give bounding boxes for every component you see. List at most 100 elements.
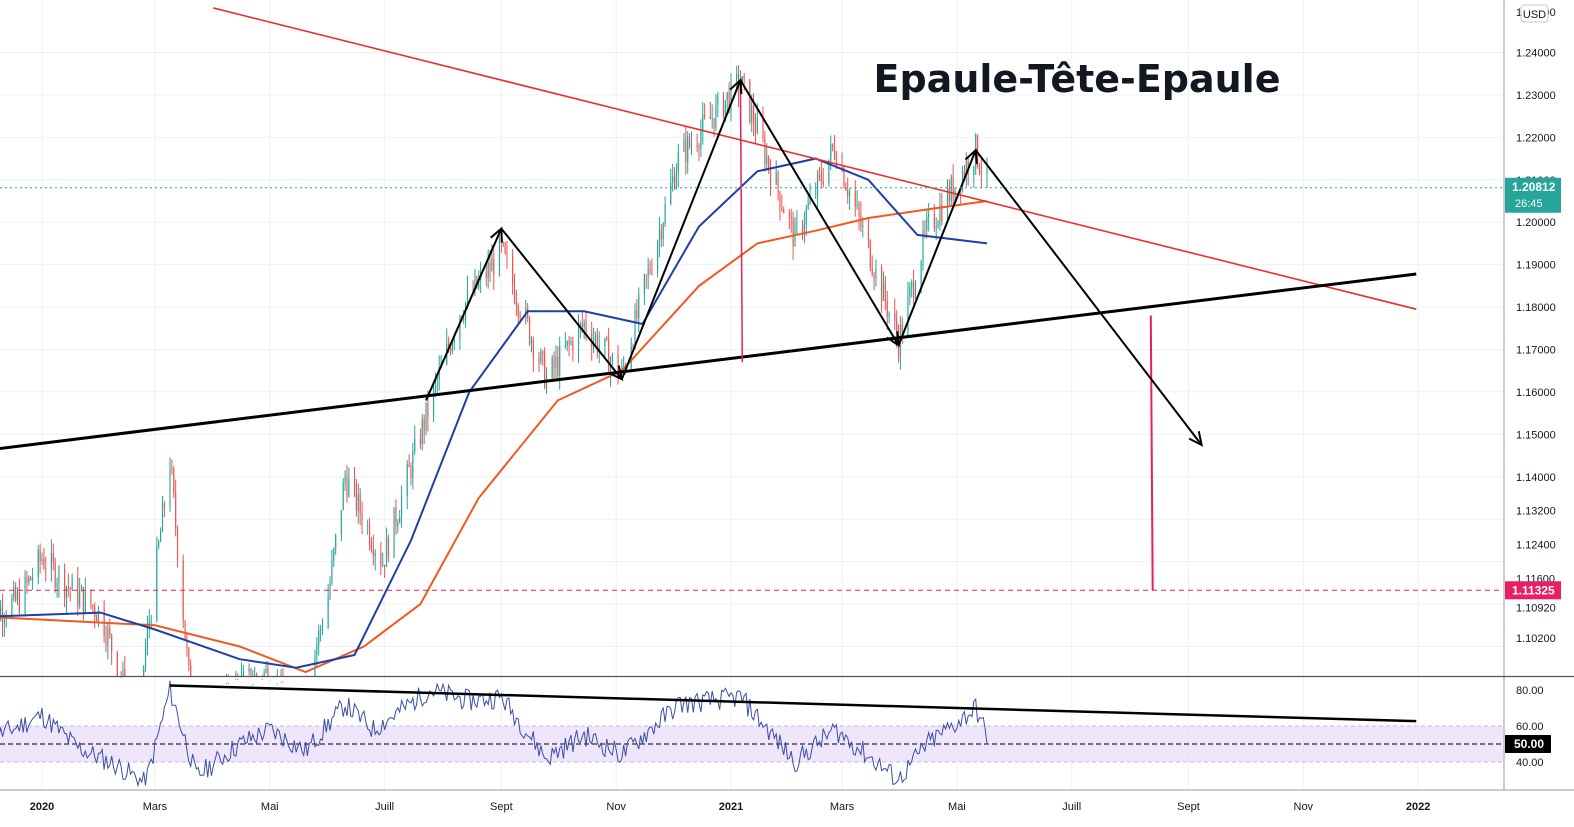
candle-body	[901, 324, 903, 335]
candle	[833, 134, 836, 161]
candle-body	[116, 651, 118, 676]
candle	[43, 547, 45, 570]
candle	[361, 501, 363, 534]
candle	[711, 104, 713, 129]
candle-body	[120, 676, 122, 678]
candle	[901, 317, 903, 344]
candle	[105, 625, 107, 653]
pattern-lines	[0, 7, 1503, 591]
candle-body	[768, 156, 770, 168]
candle	[796, 209, 798, 236]
candle	[382, 552, 384, 568]
candle-body	[583, 321, 585, 327]
candle	[225, 673, 228, 684]
candle	[860, 201, 862, 233]
candle-body	[161, 503, 164, 533]
candle	[946, 179, 949, 224]
candle	[913, 269, 915, 309]
candle-body	[687, 136, 689, 162]
candle-body	[171, 468, 173, 470]
candle-body	[263, 672, 265, 676]
candle	[856, 189, 858, 210]
candle	[143, 665, 145, 676]
candle-body	[30, 577, 32, 581]
candle-body	[3, 619, 5, 623]
candle	[570, 336, 572, 346]
candle-body	[977, 135, 979, 166]
candle	[722, 91, 725, 119]
candle	[749, 78, 751, 125]
candle-body	[950, 177, 952, 202]
candle	[367, 519, 369, 535]
candle	[873, 271, 875, 291]
candle	[45, 556, 47, 582]
candle-body	[342, 482, 344, 511]
candle-body	[487, 262, 489, 279]
candle-body	[314, 654, 316, 676]
candle	[432, 381, 435, 422]
candle	[120, 671, 122, 678]
candle-body	[276, 683, 278, 685]
candle	[818, 166, 821, 182]
candle-body	[634, 309, 636, 347]
candle-body	[924, 229, 926, 231]
candle	[577, 314, 580, 363]
candle-body	[335, 534, 337, 549]
candle	[568, 335, 570, 357]
currency-badge[interactable]: USD	[1520, 4, 1549, 23]
candle-body	[406, 464, 408, 496]
candle-body	[474, 276, 476, 293]
candle-body	[144, 648, 147, 667]
candle-body	[807, 202, 809, 209]
candle-body	[453, 339, 455, 343]
candle-body	[860, 215, 862, 228]
candle	[854, 179, 856, 217]
candle-body	[835, 156, 837, 167]
candle-body	[489, 262, 491, 272]
currency-badge-label: USD	[1523, 9, 1546, 21]
candle	[408, 454, 410, 468]
candle	[730, 73, 732, 122]
candle-body	[24, 576, 26, 614]
candle	[397, 519, 399, 533]
candle	[410, 462, 412, 486]
candle	[675, 163, 677, 190]
candle-body	[105, 636, 107, 646]
candle-body	[15, 587, 17, 601]
candle-body	[777, 172, 779, 192]
candle	[762, 106, 764, 143]
candle	[329, 576, 331, 601]
candle-body	[242, 671, 244, 676]
candle	[355, 478, 357, 517]
moving-average-fast	[0, 157, 988, 669]
moving-averages	[0, 157, 988, 674]
candle	[683, 133, 685, 153]
candle-body	[775, 172, 777, 185]
candle-body	[380, 552, 382, 566]
candle	[436, 375, 438, 394]
currency-badge-box[interactable]	[1520, 4, 1549, 23]
candle-body	[594, 335, 597, 340]
candle	[736, 65, 738, 92]
candle	[16, 586, 19, 606]
candle-body	[598, 345, 600, 353]
price-tick-label: 1.19000	[1516, 260, 1556, 272]
candle	[11, 593, 13, 619]
neckline	[0, 272, 1417, 450]
candle-body	[881, 266, 883, 302]
current-price-tag-bg	[1505, 177, 1561, 213]
candle	[847, 177, 849, 204]
candle-body	[911, 281, 913, 288]
candle-body	[318, 630, 320, 645]
candle-body	[756, 117, 758, 134]
candle	[353, 467, 356, 497]
rsi-midline-tag-bg	[1505, 735, 1551, 753]
price-tick-label: 1.22000	[1516, 132, 1556, 144]
candle	[726, 91, 728, 114]
candle-body	[973, 166, 975, 175]
candle	[160, 527, 162, 543]
candle	[485, 262, 487, 287]
candle	[56, 577, 58, 598]
